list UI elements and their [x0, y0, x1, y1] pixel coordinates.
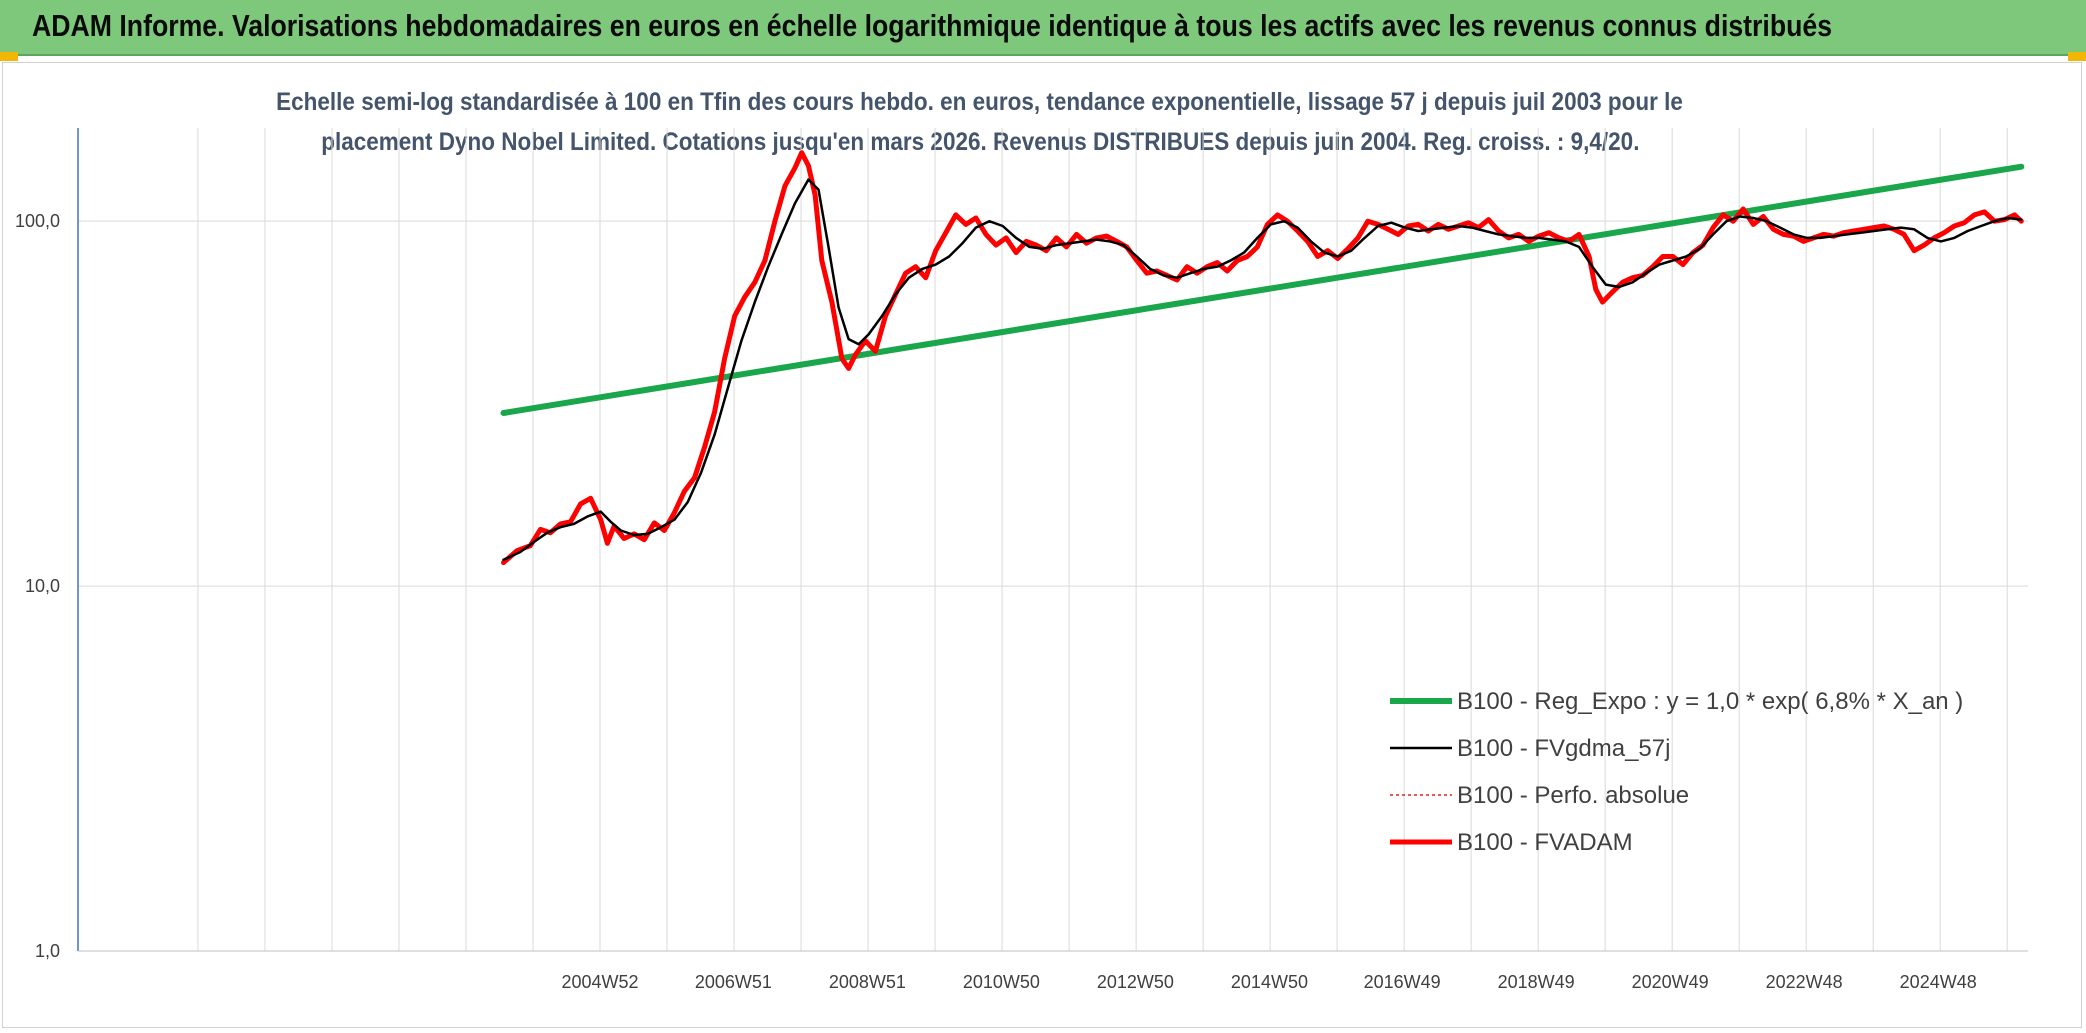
x-tick-label: 2014W50 — [1231, 972, 1308, 992]
x-tick-label: 2022W48 — [1766, 972, 1843, 992]
series-line-dotted — [502, 151, 2023, 564]
series-layer — [500, 150, 2025, 566]
chart-frame — [2, 62, 2082, 1028]
report-title: ADAM Informe. Valorisations hebdomadaire… — [32, 8, 1833, 43]
report-banner: ADAM Informe. Valorisations hebdomadaire… — [0, 0, 2086, 56]
chart-title-line-2-text: placement Dyno Nobel Limited. Cotations … — [320, 128, 1640, 156]
legend-label: B100 - FVgdma_57j — [1457, 735, 1670, 762]
grid-layer — [78, 128, 2028, 952]
x-tick-label: 2008W51 — [829, 972, 906, 992]
y-tick-label: 10,0 — [25, 576, 60, 596]
series-line-regression — [500, 163, 2025, 416]
x-tick-label: 2018W49 — [1498, 972, 1575, 992]
x-tick-label: 2004W52 — [561, 972, 638, 992]
x-tick-label: 2006W51 — [695, 972, 772, 992]
chart-title-line-1-text: Echelle semi-log standardisée à 100 en T… — [276, 88, 1684, 116]
x-tick-label: 2020W49 — [1632, 972, 1709, 992]
legend: B100 - Reg_Expo : y = 1,0 * exp( 6,8% * … — [1390, 688, 1963, 856]
chart-title-line-2: placement Dyno Nobel Limited. Cotations … — [0, 128, 1960, 157]
corner-marker-right — [2068, 52, 2086, 61]
legend-label: B100 - FVADAM — [1457, 829, 1633, 856]
series-line-smoothed — [502, 178, 2023, 562]
x-tick-label: 2010W50 — [963, 972, 1040, 992]
legend-label: B100 - Perfo. absolue — [1457, 782, 1689, 809]
axis-layer: 100,0 10,0 1,0 2004W52 2006W51 2008W51 2010W50… — [15, 128, 2028, 992]
x-tick-label: 2024W48 — [1900, 972, 1977, 992]
x-tick-label: 2012W50 — [1097, 972, 1174, 992]
y-tick-label: 100,0 — [15, 211, 60, 231]
legend-label: B100 - Reg_Expo : y = 1,0 * exp( 6,8% * … — [1457, 688, 1963, 715]
series-line-thick — [501, 150, 2024, 566]
y-tick-label: 1,0 — [35, 941, 60, 961]
corner-marker-left — [0, 52, 18, 61]
x-tick-label: 2016W49 — [1364, 972, 1441, 992]
chart-title-line-1: Echelle semi-log standardisée à 100 en T… — [0, 88, 1960, 117]
